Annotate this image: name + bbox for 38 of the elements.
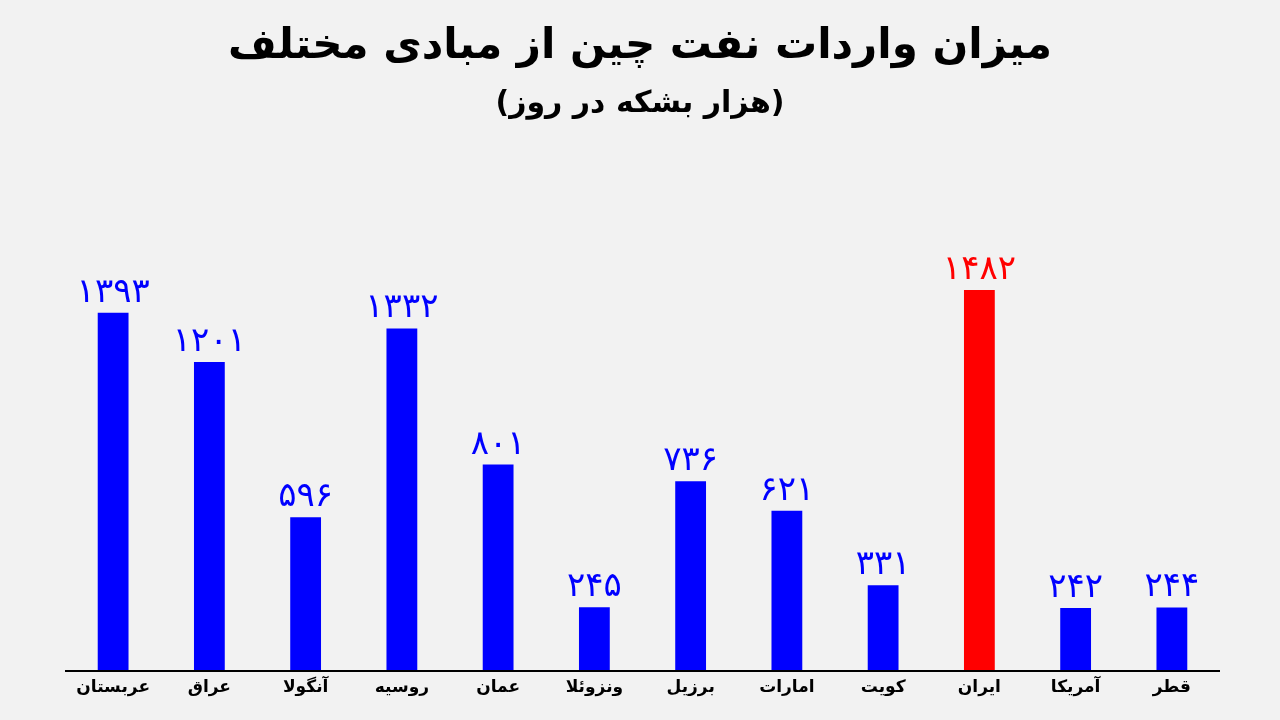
- chart-title: میزان واردات نفت چین از مبادی مختلف: [228, 18, 1052, 69]
- data-label: ۱۳۹۳: [76, 269, 150, 310]
- bar: [386, 328, 418, 670]
- data-label: ۸۰۱: [470, 421, 526, 462]
- x-tick-label: عراق: [187, 676, 231, 698]
- bar: [963, 290, 995, 670]
- bar: [675, 481, 707, 670]
- bar: [482, 464, 514, 670]
- data-label: ۱۴۸۲: [942, 247, 1016, 287]
- x-tick-label: برزیل: [666, 676, 715, 698]
- x-tick-label: عربستان: [76, 676, 150, 698]
- data-label: ۱۲۰۱: [172, 319, 246, 360]
- data-label: ۷۳۶: [663, 438, 719, 479]
- data-label: ۵۹۶: [278, 474, 334, 515]
- data-label: ۲۴۴: [1144, 564, 1200, 605]
- data-label: ۳۳۱: [855, 542, 911, 583]
- x-tick-label: ایران: [957, 676, 1001, 698]
- x-tick-label: روسیه: [374, 676, 430, 698]
- chart-subtitle: (هزار بشکه در روز): [495, 84, 785, 121]
- x-tick-label: قطر: [1151, 676, 1192, 698]
- x-tick-label: عمان: [476, 676, 521, 697]
- data-label: ۲۴۲: [1048, 564, 1104, 605]
- bar: [290, 517, 322, 670]
- bar: [771, 510, 803, 670]
- bar: [193, 362, 225, 670]
- data-label: ۱۳۳۲: [365, 285, 439, 326]
- bar: [578, 607, 610, 670]
- data-label: ۲۴۵: [566, 564, 622, 605]
- bar: [97, 312, 129, 670]
- bar: [1060, 607, 1092, 670]
- x-tick-label: ونزوئلا: [565, 676, 624, 698]
- bar: [1156, 607, 1188, 670]
- x-tick-label: آنگولا: [282, 675, 330, 698]
- bar: [867, 585, 899, 670]
- x-tick-label: امارات: [759, 676, 815, 697]
- x-tick-label: کویت: [860, 676, 906, 698]
- x-tick-label: آمریکا: [1050, 675, 1102, 698]
- data-label: ۶۲۱: [759, 467, 815, 508]
